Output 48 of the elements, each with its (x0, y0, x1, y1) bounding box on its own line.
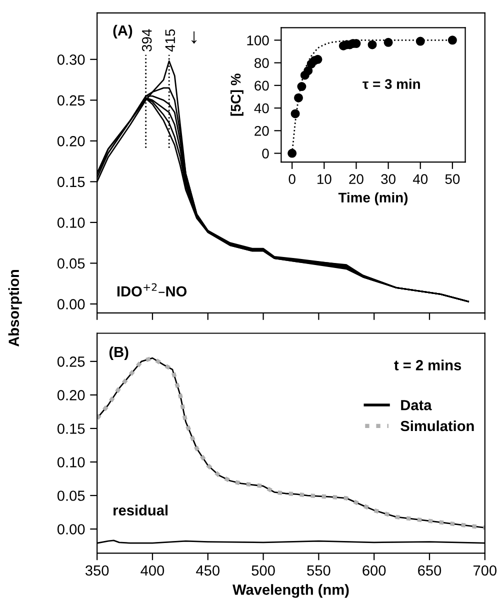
legend-label: Data (401, 400, 432, 410)
y-tick-label: 20 (254, 126, 269, 136)
x-axis-title: Wavelength (nm) (232, 584, 349, 598)
x-tick-label: 500 (252, 565, 275, 576)
y-tick-label: 0.05 (57, 490, 85, 501)
x-tick-label: 10 (317, 174, 332, 184)
x-tick-label: 20 (349, 174, 364, 184)
x-tick-label: 550 (307, 565, 330, 576)
ref-line-label: 415 (165, 29, 176, 52)
annotation: (A) (113, 24, 132, 39)
annotation: t = 2 mins (394, 360, 462, 370)
x-tick-label: 600 (362, 565, 386, 576)
x-axis-title: Time (min) (338, 192, 408, 206)
y-tick-label: 0 (262, 148, 269, 158)
y-tick-label: 0.30 (57, 54, 85, 65)
annotation: IDO$^{+2}$–NO (117, 283, 187, 297)
annotation: (B) (109, 346, 128, 360)
y-tick-label: 40 (254, 103, 269, 114)
x-tick-label: 40 (412, 174, 428, 184)
annotation: ↓ (192, 31, 196, 44)
y-tick-label: 0.25 (57, 95, 85, 106)
y-tick-label: 0.05 (57, 258, 85, 269)
x-tick-label: 0 (288, 174, 296, 184)
legend-label: Simulation (400, 420, 474, 432)
y-tick-label: 0.20 (57, 390, 85, 400)
x-tick-label: 350 (85, 565, 109, 576)
x-tick-label: 450 (196, 565, 220, 576)
x-tick-label: 50 (445, 174, 460, 184)
ref-line-label: 394 (142, 29, 152, 52)
x-tick-label: 30 (381, 174, 396, 184)
y-tick-label: 0.15 (57, 176, 85, 188)
y-tick-label: 0.25 (57, 356, 85, 367)
y-tick-label: 80 (254, 58, 269, 68)
y-tick-label: 0.00 (57, 524, 85, 534)
y-tick-label: 100 (247, 36, 269, 46)
annotation: τ = 3 min (362, 78, 420, 89)
y-axis-title: Absorption (8, 270, 22, 347)
annotation: residual (114, 504, 168, 516)
y-tick-label: 0.15 (57, 424, 85, 434)
y-tick-label: 0.10 (57, 457, 85, 468)
y-tick-label: 0.20 (57, 136, 85, 146)
y-tick-label: 0.10 (57, 218, 85, 228)
y-tick-label: 0.00 (57, 299, 85, 310)
x-tick-label: 700 (473, 565, 496, 576)
x-tick-label: 400 (140, 565, 164, 576)
x-tick-label: 650 (418, 565, 442, 576)
y-tick-label: 60 (254, 80, 269, 91)
y-axis-title: [5C] % (230, 74, 244, 116)
